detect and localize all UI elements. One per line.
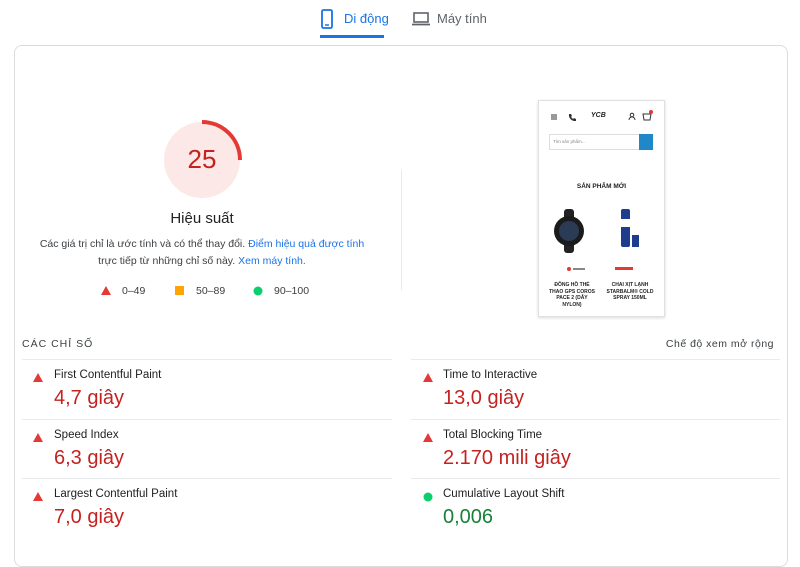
score-description: Các giá trị chỉ là ước tính và có thể th… [37, 236, 367, 270]
metric-icon [32, 431, 44, 443]
thumb-search-button [639, 134, 653, 150]
metric-value: 7,0 giây [54, 506, 125, 528]
metrics-heading: CÁC CHỈ SỐ [22, 338, 94, 350]
page: {"tabs": [{"label": "Di động", "active":… [14, 9, 788, 567]
legend-label: 0–49 [122, 285, 146, 297]
desc-text: Các giá trị chỉ là ước tính và có thể th… [39, 238, 246, 250]
metric-label: Total Blocking Time [443, 428, 543, 441]
metric-value: 0,006 [443, 506, 494, 528]
score-gauge: 25 [164, 120, 242, 198]
phone-icon [321, 9, 333, 29]
row-divider [411, 418, 780, 420]
desc-text: trực tiếp từ những chỉ số này. [98, 255, 236, 267]
legend-circle [253, 286, 263, 296]
gauge-bg [164, 122, 240, 198]
gauge-arc [201, 120, 242, 161]
legend-square [175, 286, 184, 295]
divider [401, 170, 402, 290]
row-divider [22, 478, 392, 479]
legend-label: 90–100 [274, 285, 310, 297]
thumb-product: CHAI XỊT LẠNH STARBALM® COLD SPRAY 150ML [606, 282, 654, 301]
legend-triangle [101, 286, 111, 295]
tab-underline [320, 35, 384, 38]
metric-value: 4,7 giây [54, 387, 125, 409]
metric-value: 2.170 mili giây [443, 446, 571, 469]
thumb-search: Tìm sản phẩm... [549, 134, 642, 150]
tab-desktop[interactable]: Máy tính [437, 11, 487, 26]
metric-icon [422, 490, 434, 502]
metric-icon [422, 371, 434, 383]
row-divider [22, 418, 392, 420]
desc-link[interactable]: Xem máy tính. [238, 255, 306, 267]
thumb-heading: SẢN PHẨM MỚI [576, 183, 627, 190]
legend-label: 50–89 [196, 285, 226, 297]
expand-toggle[interactable]: Chế độ xem mở rộng [665, 338, 774, 350]
thumb-images [554, 209, 639, 271]
score-value: 25 [188, 144, 217, 174]
laptop-icon [412, 12, 430, 26]
metric-label: Time to Interactive [443, 369, 538, 381]
metric-label: First Contentful Paint [54, 369, 162, 381]
row-divider [411, 359, 780, 360]
metric-value: 6,3 giây [54, 446, 125, 469]
score-title: Hiệu suất [170, 210, 234, 227]
thumb-logo: YCB [591, 112, 606, 119]
metric-icon [32, 490, 44, 502]
metric-label: Speed Index [54, 428, 119, 441]
page-screenshot: YCB Tìm sản phẩm... SẢN PHẨM MỚI ĐỒNG HỒ… [538, 100, 665, 317]
metric-label: Cumulative Layout Shift [443, 488, 565, 500]
metric-value: 13,0 giây [443, 387, 525, 409]
row-divider [411, 478, 780, 479]
row-divider [22, 359, 392, 360]
thumb-product: ĐỒNG HỒ THỂ THAO GPS COROS PACE 2 (DÂY N… [549, 282, 595, 308]
metric-label: Largest Contentful Paint [54, 488, 178, 500]
thumb-nav [551, 110, 653, 121]
metric-icon [32, 371, 44, 383]
tab-mobile[interactable]: Di động [344, 11, 389, 26]
metric-icon [422, 431, 434, 443]
desc-link[interactable]: Điểm hiệu quả được tính [248, 238, 365, 250]
